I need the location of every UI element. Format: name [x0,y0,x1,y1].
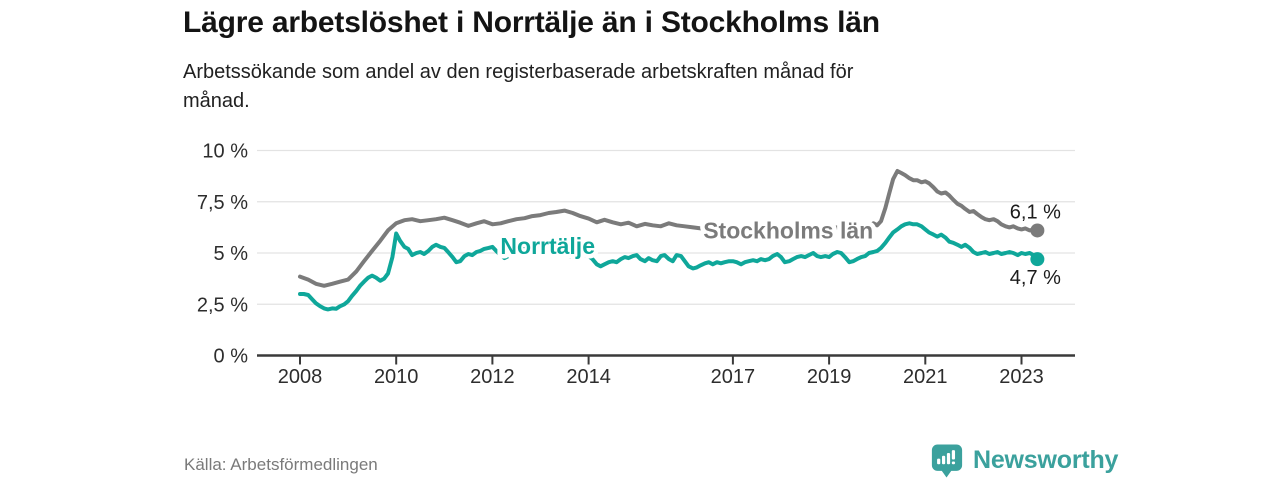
x-tick-label: 2017 [711,366,756,388]
y-tick-label: 5 % [214,243,249,265]
exclamation-dot [951,461,956,465]
series-end-dot-norrt-lje [1030,252,1045,267]
series-line-norrt-lje [298,221,1040,312]
series-end-value-norrt-lje: 4,7 % [1010,267,1061,289]
newsworthy-logo-text: Newsworthy [973,446,1119,474]
series-line-stockholms-l-n [298,169,1040,288]
x-tick-label: 2010 [374,366,419,388]
chart-subtitle: Arbetssökande som andel av den registerb… [183,58,853,116]
x-tick-label: 2008 [278,366,323,388]
y-tick-label: 0 % [214,346,249,368]
y-tick-label: 7,5 % [197,192,248,214]
newsworthy-logo-icon [931,444,963,478]
x-tick-label: 2019 [807,366,852,388]
newsworthy-logo[interactable]: Newsworthy [930,442,1118,479]
chart-subtitle-line2: månad. [183,90,250,112]
series-end-dot-stockholms-l-n [1030,223,1045,238]
x-tick-label: 2021 [903,366,948,388]
series-label-norrt-lje: Norrtälje [500,233,595,259]
x-tick-label: 2014 [566,366,611,388]
chart-subtitle-line1: Arbetssökande som andel av den registerb… [183,61,854,83]
chart-title: Lägre arbetslöshet i Norrtälje än i Stoc… [183,6,880,39]
series-end-value-stockholms-l-n: 6,1 % [1010,201,1061,223]
y-tick-label: 2,5 % [197,294,248,316]
source-note: Källa: Arbetsförmedlingen [184,455,378,474]
series-label-stockholms-l-n: Stockholms län [703,218,873,244]
x-tick-label: 2023 [999,366,1044,388]
x-tick-label: 2012 [470,366,515,388]
bar-chart-glyph [937,450,956,465]
y-tick-label: 10 % [202,141,248,163]
exclamation-bar [951,450,956,460]
